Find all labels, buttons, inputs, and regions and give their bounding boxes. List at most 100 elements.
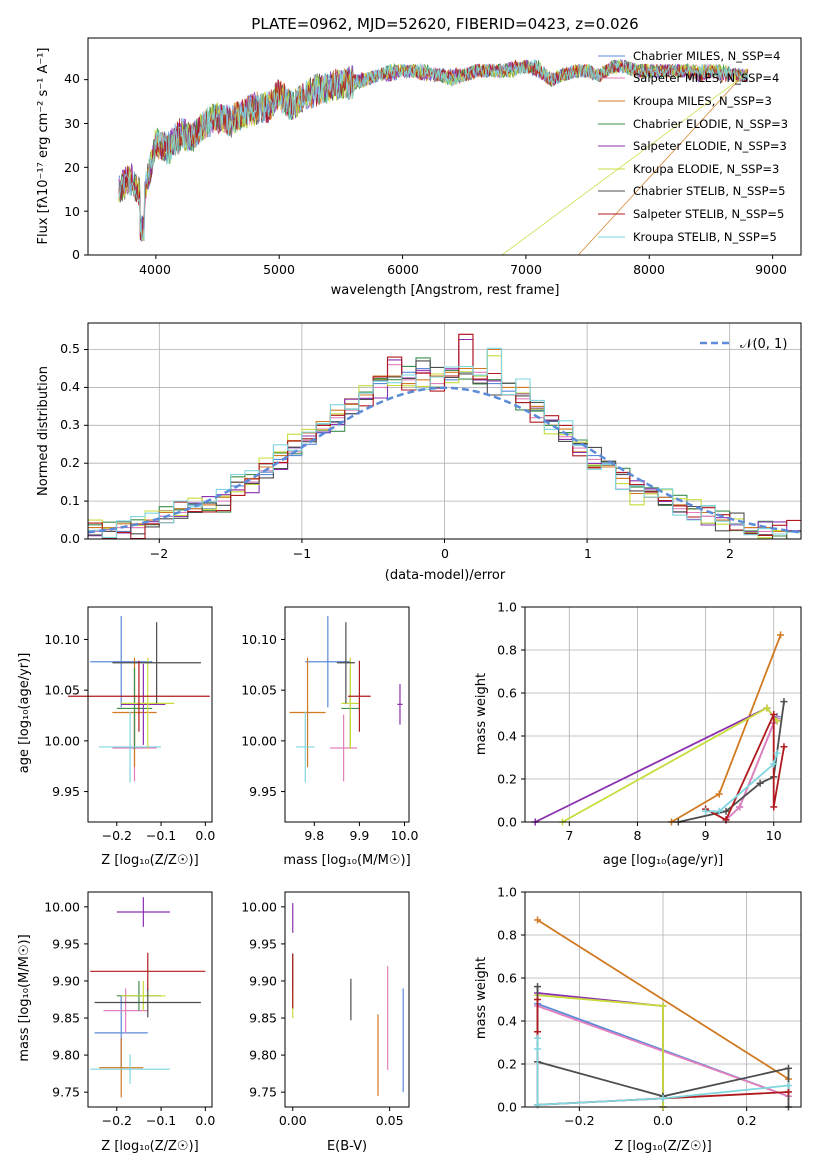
- tick-label: 0.4: [497, 729, 517, 744]
- tick-label: 7000: [510, 262, 542, 277]
- tick-label: 9.95: [249, 936, 277, 951]
- legend-entry: Kroupa MILES, N_SSP=3: [598, 94, 772, 108]
- tick-label: 0.0: [497, 815, 517, 830]
- legend-entry: Chabrier STELIB, N_SSP=5: [598, 184, 785, 198]
- tick-label: −0.2: [102, 828, 132, 843]
- mass-vs-ebv-panel: 0.00 0.05 9.75 9.80 9.85 9.90 9.95 10.00: [241, 891, 410, 1128]
- mass-xlabel: mass [log₁₀(M/M☉)]: [283, 853, 410, 868]
- spectrum-title: PLATE=0962, MJD=52620, FIBERID=0423, z=0…: [251, 15, 638, 33]
- legend-entry: Chabrier MILES, N_SSP=4: [598, 49, 780, 63]
- tick-label: 9.8: [304, 828, 324, 843]
- residual-xticks: −2 −1 0 1 2: [150, 546, 734, 561]
- legend-entry: Chabrier ELODIE, N_SSP=3: [598, 117, 788, 131]
- tick-label: 1.0: [497, 885, 517, 900]
- tick-label: 10.10: [44, 632, 80, 647]
- ebv-xlabel: E(B-V): [327, 1139, 367, 1154]
- spectrum-line: [118, 59, 749, 256]
- tick-label: 9: [702, 828, 710, 843]
- tick-label: 1.0: [497, 600, 517, 615]
- panel-frame: [284, 891, 410, 1108]
- residual-legend: 𝒩(0, 1): [700, 337, 787, 352]
- legend-label: Kroupa STELIB, N_SSP=5: [633, 230, 777, 244]
- tick-label: 0: [441, 546, 449, 561]
- tick-label: 9.75: [249, 1085, 277, 1100]
- spectrum-line: [118, 59, 749, 240]
- weight-line: [705, 714, 785, 822]
- tick-label: −0.2: [102, 1113, 132, 1128]
- tick-label: −2: [150, 546, 168, 561]
- legend-label: Salpeter ELODIE, N_SSP=3: [633, 139, 787, 153]
- tick-label: 9.95: [249, 784, 277, 799]
- tick-label: 30: [64, 116, 80, 131]
- tick-label: 9.95: [52, 784, 80, 799]
- tick-label: 20: [64, 160, 80, 175]
- tick-label: 0.8: [497, 928, 517, 943]
- residual-frame: [87, 322, 802, 540]
- tick-label: 0.2: [497, 772, 517, 787]
- tick-label: 9.80: [52, 1048, 80, 1063]
- tick-label: 0.4: [60, 379, 80, 394]
- age-xlabel: age [log₁₀(age/yr)]: [603, 853, 724, 868]
- tick-label: 9.85: [52, 1011, 80, 1026]
- weight-ylabel: mass weight: [474, 673, 489, 755]
- tick-label: 0.4: [497, 1014, 517, 1029]
- spectrum-xlabel: wavelength [Angstrom, rest frame]: [331, 283, 560, 298]
- legend-entry: Salpeter MILES, N_SSP=4: [598, 71, 779, 85]
- residual-panel: −2 −1 0 1 2 0.0 0.1 0.2 0.3 0.4 0.5 (dat…: [36, 322, 802, 583]
- age-vs-mass-panel: 9.8 9.9 10.0 9.95 10.00 10.05 10.10: [241, 606, 418, 843]
- z-xlabel-3: Z [log₁₀(Z/Z☉)]: [614, 1139, 711, 1154]
- mass-vs-z-panel: −0.2 −0.1 0.0 9.75 9.80 9.85 9.90 9.95 10.00: [44, 891, 215, 1128]
- tick-label: 40: [64, 71, 80, 86]
- histogram-step: [88, 347, 801, 538]
- parameter-panels: −0.2 −0.1 0.0 9.95 10.00 10.05 10.10 9.8 9.9 10.0…: [44, 600, 802, 1128]
- tick-label: 7: [565, 828, 573, 843]
- z-xlabel: Z [log₁₀(Z/Z☉)]: [101, 853, 198, 868]
- tick-label: 2: [726, 546, 734, 561]
- tick-label: 10: [64, 204, 80, 219]
- spectrum-legend: Chabrier MILES, N_SSP=4 Salpeter MILES, …: [598, 49, 788, 244]
- tick-label: −0.1: [146, 1113, 176, 1128]
- tick-label: 0.0: [60, 531, 80, 546]
- panel-frame: [87, 891, 213, 1108]
- spectrum-line: [118, 59, 749, 241]
- tick-label: 0.05: [376, 1113, 404, 1128]
- spectrum-frame: [87, 37, 802, 256]
- legend-label: Kroupa MILES, N_SSP=3: [633, 94, 772, 108]
- tick-label: 8000: [633, 262, 665, 277]
- panel-frame: [284, 606, 410, 823]
- tick-label: 9.95: [52, 936, 80, 951]
- tick-label: 0.0: [195, 1113, 215, 1128]
- residual-xlabel: (data-model)/error: [385, 568, 506, 583]
- tick-label: 0: [72, 247, 80, 262]
- tick-label: −0.1: [146, 828, 176, 843]
- tick-label: 10.00: [241, 733, 277, 748]
- tick-label: 9000: [755, 262, 787, 277]
- tick-label: 0.8: [497, 643, 517, 658]
- tick-label: 0.6: [497, 686, 517, 701]
- tick-label: −1: [293, 546, 311, 561]
- age-vs-z-panel: −0.2 −0.1 0.0 9.95 10.00 10.05 10.10: [44, 606, 215, 843]
- tick-label: 10: [766, 828, 782, 843]
- legend-label: Salpeter MILES, N_SSP=4: [633, 71, 779, 85]
- legend-entry: Kroupa STELIB, N_SSP=5: [598, 230, 777, 244]
- spectrum-xticks: 4000 5000 6000 7000 8000 9000: [139, 262, 787, 277]
- tick-label: 0.00: [279, 1113, 307, 1128]
- legend-label: Salpeter STELIB, N_SSP=5: [633, 207, 784, 221]
- tick-label: 0.0: [497, 1100, 517, 1115]
- tick-label: 9.9: [349, 828, 369, 843]
- tick-label: 0.2: [497, 1057, 517, 1072]
- weight-line: [537, 919, 789, 1080]
- spectrum-ylabel: Flux [fλ10⁻¹⁷ erg cm⁻² s⁻¹ A⁻¹]: [36, 48, 51, 245]
- residual-grid: [84, 323, 801, 543]
- tick-label: 9.85: [249, 1011, 277, 1026]
- tick-label: −0.2: [564, 1113, 594, 1128]
- legend-entry: Kroupa ELODIE, N_SSP=3: [598, 162, 779, 176]
- tick-label: 0.0: [653, 1113, 673, 1128]
- weight-vs-age-panel: 7 8 9 10 0.0 0.2 0.4 0.6 0.8 1.0: [497, 600, 802, 843]
- legend-label: Chabrier STELIB, N_SSP=5: [633, 184, 785, 198]
- age-ylabel: age [log₁₀(age/yr)]: [17, 653, 32, 774]
- spectrum-plot-area: [84, 58, 774, 259]
- mass-ylabel: mass [log₁₀(M/M☉)]: [17, 934, 32, 1061]
- tick-label: 10.10: [241, 632, 277, 647]
- tick-label: 8: [633, 828, 641, 843]
